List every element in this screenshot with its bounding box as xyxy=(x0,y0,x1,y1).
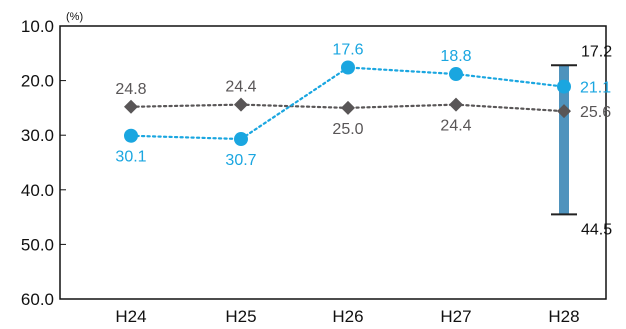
series-point-circle xyxy=(557,79,571,94)
series-point-circle xyxy=(124,128,138,143)
range-min-label: 17.2 xyxy=(581,43,612,60)
data-label: 30.7 xyxy=(225,152,256,169)
range-bar xyxy=(559,65,569,215)
y-axis-ticks: 10.0 20.0 30.0 40.0 50.0 60.0 xyxy=(21,17,66,309)
x-tick-label: H24 xyxy=(115,307,146,326)
x-tick-label: H28 xyxy=(548,307,579,326)
data-label: 24.4 xyxy=(440,118,471,135)
data-label: 25.6 xyxy=(580,104,611,121)
range-max-label: 44.5 xyxy=(581,221,612,238)
x-axis-ticks: H24 H25 H26 H27 H28 xyxy=(115,307,579,326)
y-tick-label: 20.0 xyxy=(21,72,54,91)
x-tick-label: H27 xyxy=(440,307,471,326)
y-tick-label: 50.0 xyxy=(21,235,54,254)
data-label: 24.8 xyxy=(115,81,146,98)
data-label: 17.6 xyxy=(332,41,363,58)
series-point-diamond xyxy=(234,97,248,112)
x-tick-label: H26 xyxy=(332,307,363,326)
y-tick-label: 10.0 xyxy=(21,17,54,36)
x-tick-label: H25 xyxy=(225,307,256,326)
series-group: 24.8 24.4 25.0 24.4 25.6 30.1 30.7 17.6 18.8 21.1 xyxy=(115,41,611,169)
data-label: 25.0 xyxy=(332,121,363,138)
data-label: 30.1 xyxy=(115,149,146,166)
series-point-diamond xyxy=(449,97,463,112)
y-tick-label: 40.0 xyxy=(21,181,54,200)
y-tick-label: 60.0 xyxy=(21,290,54,309)
range-bar-group: 17.2 44.5 xyxy=(551,43,612,238)
data-label: 24.4 xyxy=(225,79,256,96)
y-axis-unit: (%) xyxy=(66,11,83,23)
series-point-circle xyxy=(341,60,355,75)
series-point-diamond xyxy=(341,100,355,115)
plot-area xyxy=(59,25,607,300)
series-point-diamond xyxy=(557,104,571,119)
data-label: 21.1 xyxy=(580,80,611,97)
series-point-diamond xyxy=(124,99,138,114)
y-tick-label: 30.0 xyxy=(21,126,54,145)
series-point-circle xyxy=(449,67,463,82)
data-label: 18.8 xyxy=(440,48,471,65)
series-point-circle xyxy=(234,132,248,147)
